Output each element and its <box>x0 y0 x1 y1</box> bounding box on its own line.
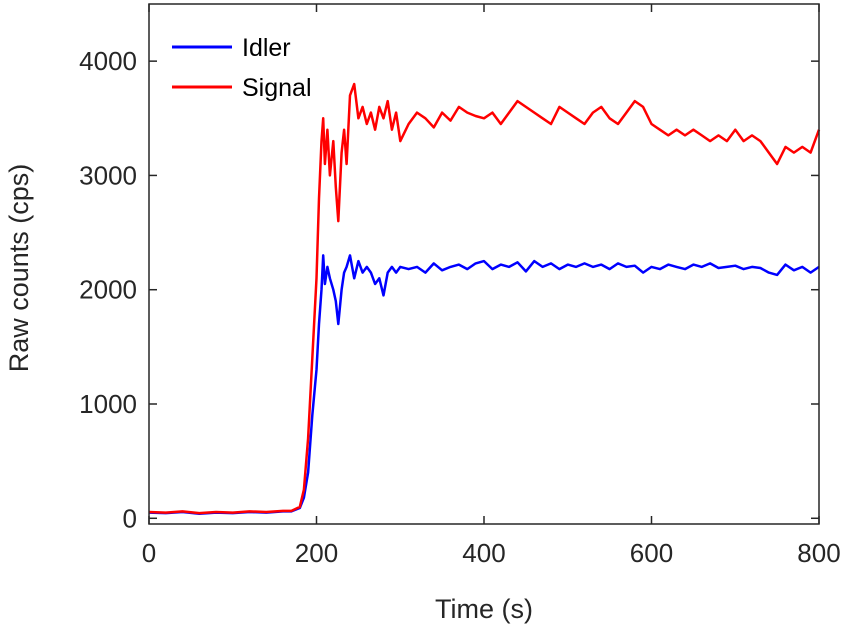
series-line-idler <box>148 254 820 515</box>
x-tick-label: 600 <box>630 538 673 568</box>
legend-label-idler: Idler <box>242 34 291 62</box>
y-tick-label: 1000 <box>79 389 137 419</box>
x-tick-label: 0 <box>142 538 156 568</box>
x-tick-label: 200 <box>295 538 338 568</box>
axes-layer: 0 200 400 600 800 0 1000 2000 3000 4000 <box>79 3 841 568</box>
series-layer <box>148 82 821 515</box>
x-tick-label: 800 <box>797 538 840 568</box>
y-axis-label: Raw counts (cps) <box>4 164 34 373</box>
legend: Idler Signal <box>172 34 312 102</box>
series-line-signal <box>148 82 821 515</box>
y-tick-label: 4000 <box>79 46 137 76</box>
x-tick-label: 400 <box>462 538 505 568</box>
legend-label-signal: Signal <box>242 74 312 102</box>
y-tick-label: 3000 <box>79 160 137 190</box>
y-tick-label: 2000 <box>79 275 137 305</box>
y-tick-label: 0 <box>123 503 137 533</box>
x-axis-label: Time (s) <box>435 594 533 624</box>
